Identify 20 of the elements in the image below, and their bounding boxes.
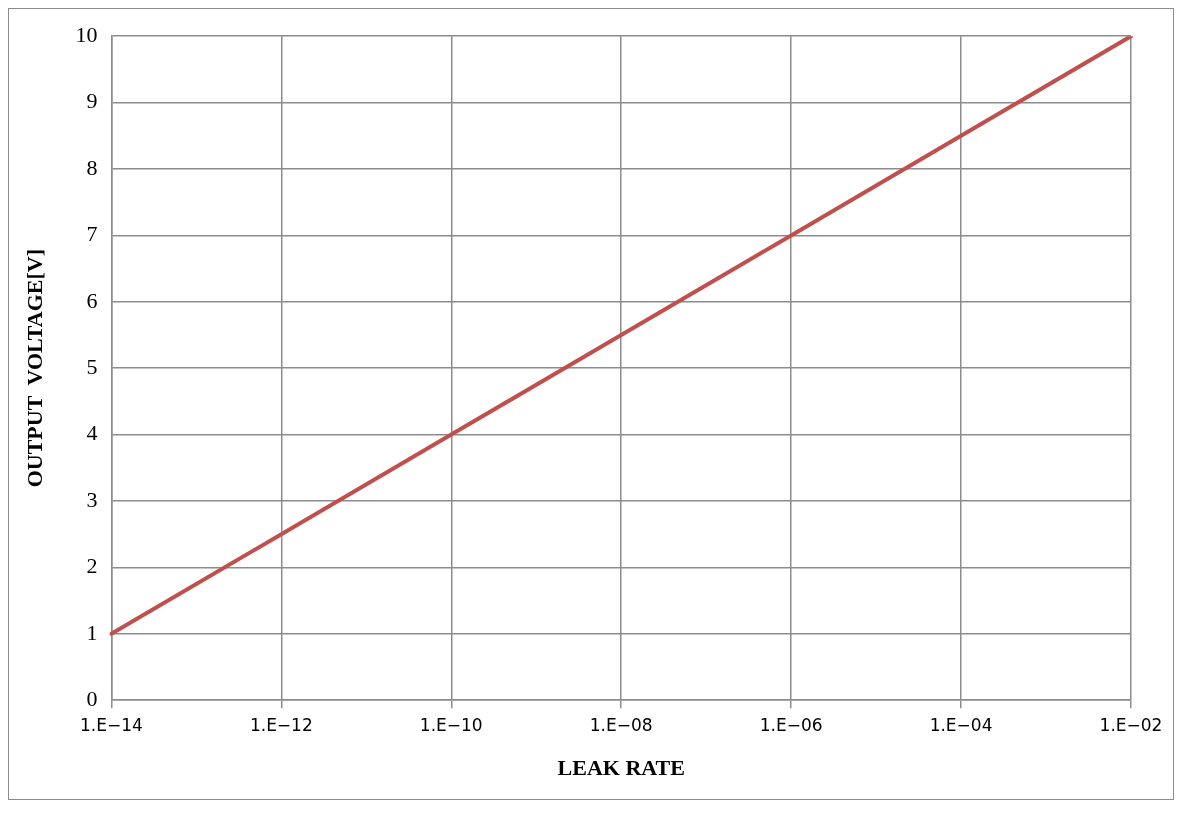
x-tick-label: 1.E−06: [759, 714, 823, 735]
y-tick-label: 7: [86, 221, 98, 247]
y-axis-title: OUTPUT VOLTAGE[V]: [21, 249, 47, 488]
x-tick-label: 1.E−08: [589, 714, 653, 735]
y-tick-label: 5: [86, 353, 98, 379]
y-tick-label: 8: [86, 154, 98, 180]
x-tick-label: 1.E−12: [249, 714, 313, 735]
x-axis-title: LEAK RATE: [557, 755, 685, 781]
y-tick-label: 10: [75, 21, 98, 47]
y-tick-label: 2: [86, 553, 98, 579]
y-tick-label: 4: [86, 420, 98, 446]
y-tick-label: 9: [86, 88, 98, 114]
y-tick-label: 3: [86, 486, 98, 512]
y-tick-label: 0: [86, 685, 98, 711]
x-tick-label: 1.E−14: [79, 714, 143, 735]
x-tick-label: 1.E−02: [1099, 714, 1163, 735]
x-tick-label: 1.E−04: [929, 714, 993, 735]
x-tick-label: 1.E−10: [419, 714, 483, 735]
y-tick-label: 1: [86, 619, 98, 645]
y-tick-label: 6: [86, 287, 98, 313]
